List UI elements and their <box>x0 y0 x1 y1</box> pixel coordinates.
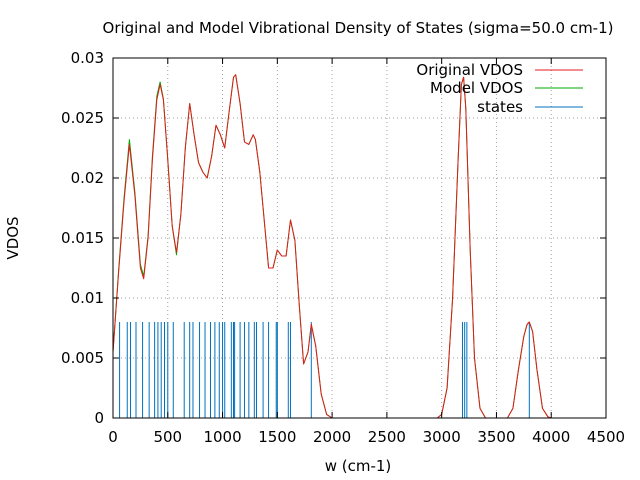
x-tick-label: 3000 <box>423 428 461 446</box>
y-tick-label: 0 <box>94 409 104 427</box>
x-axis-title: w (cm-1) <box>325 457 392 475</box>
x-tick-label: 500 <box>153 428 182 446</box>
x-tick-label: 4000 <box>532 428 570 446</box>
y-tick-label: 0.02 <box>71 169 104 187</box>
series-original-vdos <box>112 74 585 419</box>
legend-entry-model-vdos: Model VDOS <box>430 79 583 97</box>
legend-entry-original-vdos: Original VDOS <box>416 61 583 79</box>
grid-lines <box>113 58 606 418</box>
y-tick-label: 0.005 <box>61 349 104 367</box>
legend-label: Original VDOS <box>416 61 523 79</box>
y-tick-label: 0.025 <box>61 109 104 127</box>
legend-label: Model VDOS <box>430 79 523 97</box>
x-tick-label: 0 <box>108 428 118 446</box>
legend-label: states <box>477 98 523 116</box>
x-tick-label: 1500 <box>258 428 296 446</box>
x-tick-label: 3500 <box>477 428 515 446</box>
x-tick-label: 2000 <box>313 428 351 446</box>
series-model-vdos <box>112 74 585 419</box>
series-states <box>119 322 530 418</box>
chart-title: Original and Model Vibrational Density o… <box>103 19 614 37</box>
x-tick-label: 1000 <box>203 428 241 446</box>
y-axis-title: VDOS <box>4 216 22 259</box>
plot-series <box>112 74 585 419</box>
y-tick-label: 0.01 <box>71 289 104 307</box>
x-tick-label: 2500 <box>368 428 406 446</box>
y-tick-label: 0.015 <box>61 229 104 247</box>
plot-frame <box>112 57 607 419</box>
x-tick-label: 4500 <box>587 428 625 446</box>
y-tick-label: 0.03 <box>71 49 104 67</box>
legend-entry-states: states <box>477 98 583 116</box>
axis-ticks: 0 500 1000 1500 2000 2500 3000 3500 4000 4500 0 0.0… <box>61 49 625 446</box>
